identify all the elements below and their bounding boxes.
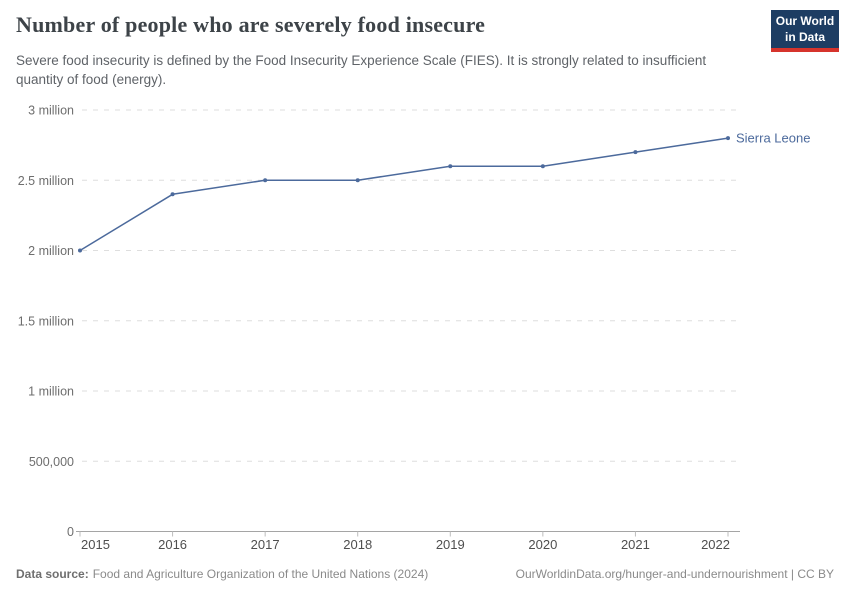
- data-point[interactable]: [633, 150, 638, 155]
- chart-footer: Data source: Food and Agriculture Organiz…: [16, 567, 834, 581]
- y-tick-label: 2 million: [28, 244, 74, 258]
- y-tick-label: 1.5 million: [18, 314, 74, 328]
- page-title: Number of people who are severely food i…: [16, 12, 486, 37]
- series-line[interactable]: [79, 137, 729, 252]
- y-tick-label: 0: [67, 525, 74, 539]
- data-point[interactable]: [355, 178, 360, 183]
- data-point[interactable]: [170, 192, 175, 197]
- data-point[interactable]: [540, 164, 545, 169]
- owid-logo[interactable]: Our World in Data: [771, 10, 839, 53]
- chart-subtitle: Severe food insecurity is defined by the…: [16, 53, 707, 88]
- data-point[interactable]: [726, 136, 730, 141]
- y-tick-label: 500,000: [29, 455, 74, 469]
- owid-link[interactable]: OurWorldinData.org/hunger-and-undernouri…: [515, 567, 834, 581]
- series-end-label: Sierra Leone: [736, 131, 810, 146]
- logo-line1: Our World: [775, 14, 835, 28]
- x-tick-label: 2016: [158, 537, 187, 552]
- data-point[interactable]: [78, 248, 82, 253]
- x-tick-label: 2019: [436, 537, 465, 552]
- data-point[interactable]: [263, 178, 268, 183]
- data-source: Data source: Food and Agriculture Organiz…: [16, 567, 428, 581]
- y-tick-label: 2.5 million: [18, 174, 74, 188]
- data-source-label: Data source:: [16, 567, 89, 581]
- x-tick-label: 2015: [81, 537, 110, 552]
- x-tick-label: 2017: [251, 537, 280, 552]
- data-point[interactable]: [448, 164, 453, 169]
- logo-line2: in Data: [784, 29, 825, 44]
- x-tick-label: 2018: [343, 537, 372, 552]
- x-tick-label: 2021: [621, 537, 650, 552]
- data-source-text[interactable]: Food and Agriculture Organization of the…: [92, 567, 429, 581]
- y-tick-label: 3 million: [28, 104, 74, 118]
- x-tick-label: 2022: [701, 537, 730, 552]
- x-tick-label: 2020: [528, 537, 557, 552]
- y-tick-label: 1 million: [28, 385, 74, 399]
